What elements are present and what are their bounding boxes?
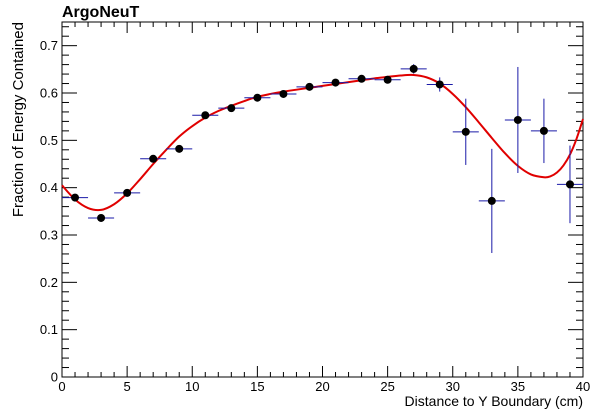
y-tick-label: 0.3 bbox=[40, 228, 58, 243]
fit-curve bbox=[61, 73, 584, 212]
x-tick-label: 5 bbox=[124, 379, 131, 394]
y-tick-label: 0.4 bbox=[40, 180, 58, 195]
points-layer bbox=[62, 64, 583, 253]
point-marker bbox=[565, 180, 574, 189]
point-marker bbox=[71, 193, 80, 202]
y-tick-label: 0.5 bbox=[40, 133, 58, 148]
data-point bbox=[192, 111, 219, 120]
x-axis: 0 5 10 15 20 25 30 35 40 bbox=[58, 22, 590, 394]
x-tick-label: 0 bbox=[58, 379, 65, 394]
data-point bbox=[556, 145, 583, 224]
data-point bbox=[504, 66, 531, 173]
point-marker bbox=[253, 93, 262, 102]
point-marker bbox=[487, 196, 496, 205]
x-tick-label: 30 bbox=[446, 379, 460, 394]
data-point bbox=[88, 213, 115, 222]
plot-frame bbox=[61, 21, 584, 378]
y-tick-label: 0.1 bbox=[40, 322, 58, 337]
data-point bbox=[478, 148, 505, 253]
data-point bbox=[166, 144, 193, 153]
point-marker bbox=[331, 78, 340, 87]
data-point bbox=[452, 98, 479, 165]
point-marker bbox=[383, 75, 392, 84]
data-point bbox=[426, 77, 453, 92]
x-axis-label: Distance to Y Boundary (cm) bbox=[405, 393, 583, 409]
point-marker bbox=[461, 127, 470, 136]
y-tick-label: 0.2 bbox=[40, 275, 58, 290]
x-tick-label: 25 bbox=[380, 379, 394, 394]
x-tick-label: 40 bbox=[576, 379, 590, 394]
data-point bbox=[270, 89, 297, 98]
y-tick-label: 0.6 bbox=[40, 86, 58, 101]
point-marker bbox=[279, 89, 288, 98]
y-tick-label: 0 bbox=[51, 370, 58, 385]
data-point bbox=[218, 104, 245, 113]
data-point bbox=[374, 75, 401, 84]
point-marker bbox=[97, 213, 106, 222]
data-point bbox=[62, 193, 89, 202]
data-point bbox=[400, 64, 427, 74]
data-point bbox=[296, 82, 323, 91]
point-marker bbox=[175, 144, 184, 153]
data-point bbox=[348, 74, 375, 83]
y-tick-label: 0.7 bbox=[40, 38, 58, 53]
data-point bbox=[530, 98, 557, 164]
point-marker bbox=[305, 82, 314, 91]
chart-title: ArgoNeuT bbox=[62, 4, 140, 21]
x-tick-label: 10 bbox=[185, 379, 199, 394]
fit-layer bbox=[61, 73, 584, 212]
point-marker bbox=[357, 74, 366, 83]
point-marker bbox=[513, 115, 522, 124]
point-marker bbox=[227, 104, 236, 113]
x-tick-label: 20 bbox=[315, 379, 329, 394]
x-tick-label: 15 bbox=[250, 379, 264, 394]
data-point bbox=[244, 93, 271, 102]
data-point bbox=[114, 188, 141, 197]
y-axis: 0 0.1 0.2 0.3 0.4 0.5 0.6 0.7 bbox=[40, 26, 583, 385]
x-tick-label: 35 bbox=[511, 379, 525, 394]
data-point bbox=[140, 154, 167, 163]
y-axis-label: Fraction of Energy Contained bbox=[10, 22, 27, 217]
data-point bbox=[322, 78, 349, 87]
point-marker bbox=[123, 188, 132, 197]
point-marker bbox=[435, 80, 444, 89]
point-marker bbox=[539, 126, 548, 135]
point-marker bbox=[409, 64, 418, 73]
point-marker bbox=[149, 154, 158, 163]
point-marker bbox=[201, 111, 210, 120]
